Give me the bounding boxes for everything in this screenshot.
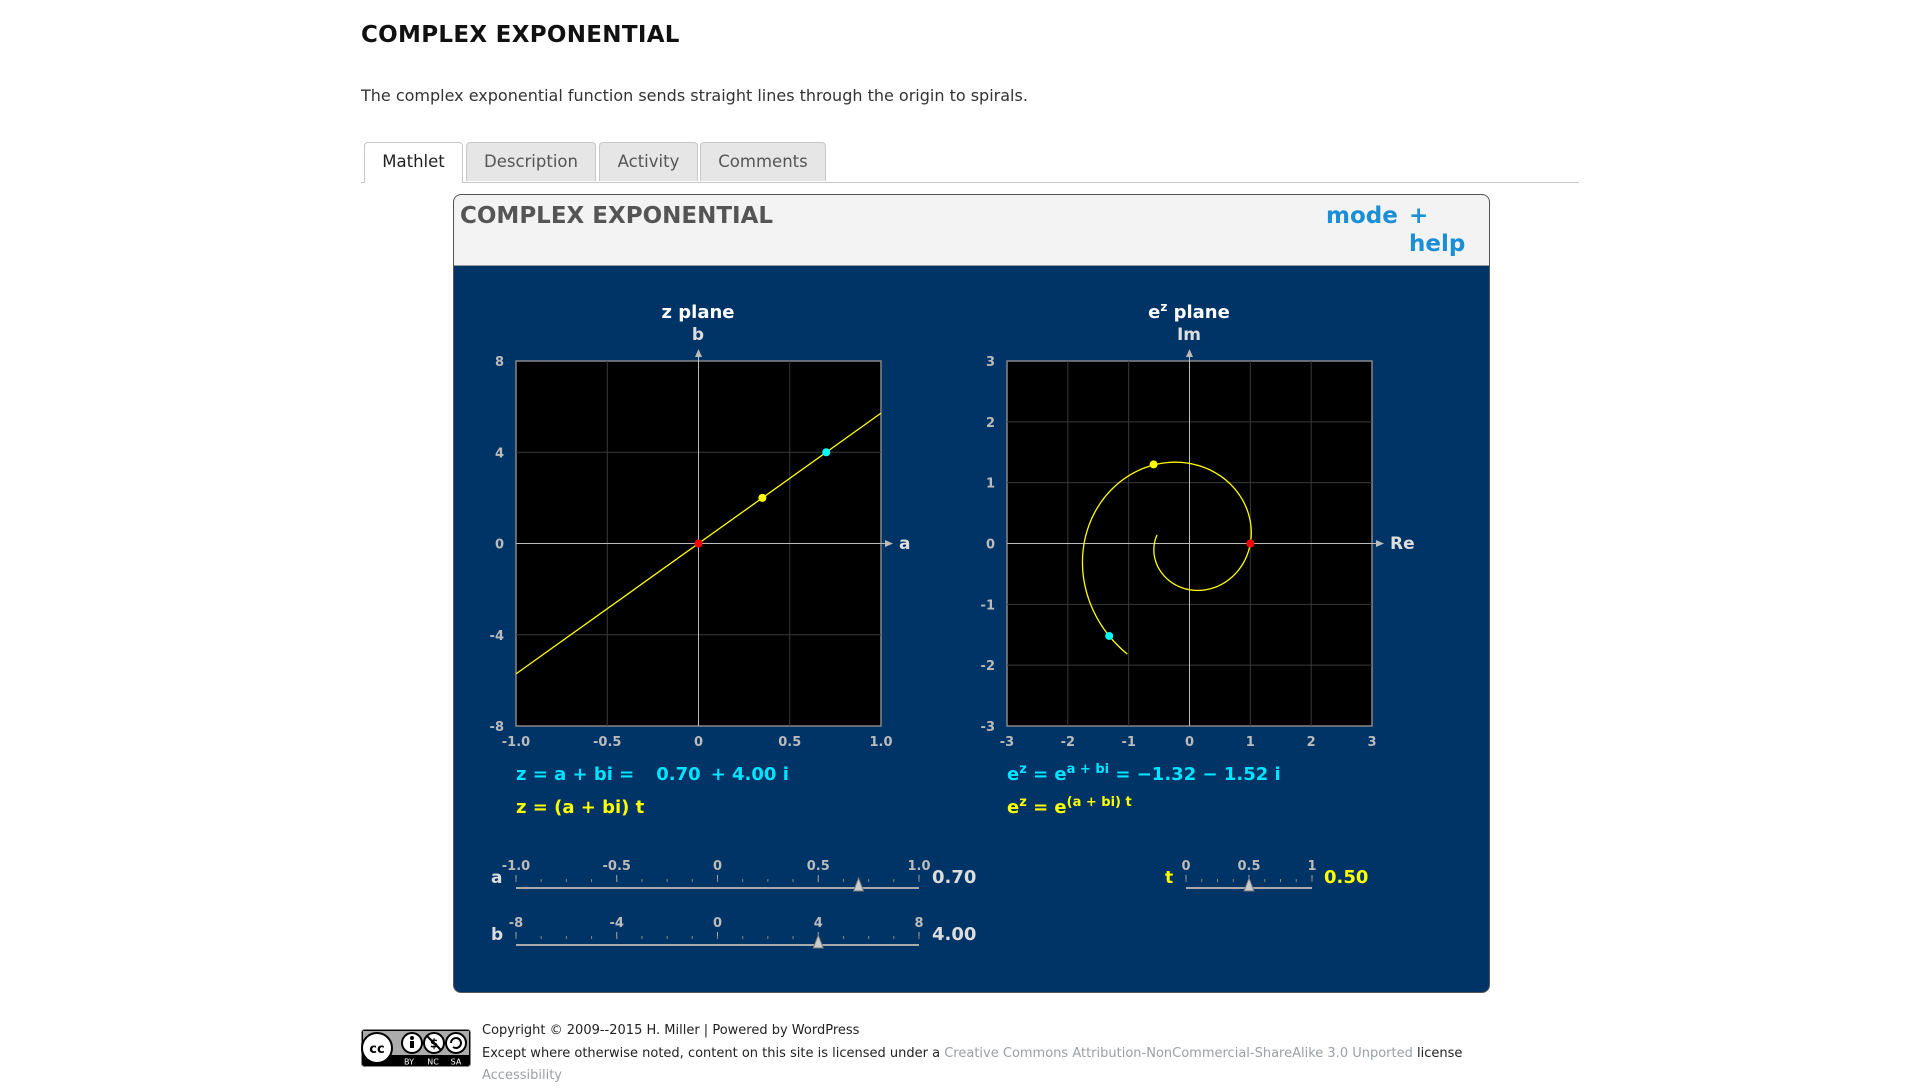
z-readout: z = a + bi = 0.70 + 4.00 i bbox=[516, 764, 789, 785]
slider-tick-label: 0.5 bbox=[1237, 859, 1260, 874]
footer: Copyright © 2009--2015 H. Miller | Power… bbox=[482, 1020, 1462, 1088]
z-plane-y-arrow-icon bbox=[695, 349, 702, 357]
slider-t-label: t bbox=[1165, 868, 1173, 888]
slider-tick-label: 1.0 bbox=[907, 859, 930, 874]
plus-button[interactable]: + bbox=[1409, 203, 1429, 229]
x-tick-label: -2 bbox=[1061, 735, 1075, 750]
y-tick-label: -8 bbox=[490, 720, 504, 735]
mathlet-applet: COMPLEX EXPONENTIAL mode + help z plane … bbox=[453, 194, 1490, 993]
z-plane-x-label: a bbox=[899, 534, 910, 554]
y-tick-label: 0 bbox=[495, 538, 504, 553]
ez-plane-point-cyan bbox=[1105, 631, 1114, 640]
x-tick-label: -1.0 bbox=[502, 735, 530, 750]
x-tick-label: 2 bbox=[1307, 735, 1316, 750]
tab-activity[interactable]: Activity bbox=[599, 142, 698, 181]
slider-a-value: 0.70 bbox=[932, 867, 976, 888]
slider-tick-label: 4 bbox=[814, 916, 823, 931]
slider-a-label: a bbox=[491, 868, 502, 888]
z-param-readout: z = (a + bi) t bbox=[516, 797, 645, 818]
ez-plane-title: ez plane bbox=[1148, 300, 1230, 323]
slider-tick-label: 0 bbox=[713, 916, 722, 931]
x-tick-label: -3 bbox=[1000, 735, 1014, 750]
slider-tick-label: -8 bbox=[509, 916, 523, 931]
license-link[interactable]: Creative Commons Attribution-NonCommerci… bbox=[944, 1045, 1413, 1061]
z-plane-title: z plane bbox=[662, 302, 735, 323]
slider-t-thumb[interactable] bbox=[1243, 876, 1255, 892]
slider-a[interactable]: a -1.0 -0.5 0 0.5 1.0 0.70 bbox=[491, 859, 976, 892]
page-title: COMPLEX EXPONENTIAL bbox=[361, 22, 680, 48]
accessibility-link[interactable]: Accessibility bbox=[482, 1068, 562, 1083]
z-plane-point-cyan[interactable] bbox=[822, 448, 831, 457]
x-tick-label: 1 bbox=[1246, 735, 1255, 750]
y-tick-label: 0 bbox=[986, 538, 995, 553]
slider-tick-label: 8 bbox=[914, 916, 923, 931]
y-tick-label: 1 bbox=[986, 477, 995, 492]
tab-bar: Mathlet Description Activity Comments bbox=[361, 142, 1579, 183]
svg-text:SA: SA bbox=[451, 1058, 462, 1067]
mathlet-title: COMPLEX EXPONENTIAL bbox=[460, 203, 774, 229]
y-tick-label: 2 bbox=[986, 416, 995, 431]
slider-b-value: 4.00 bbox=[932, 924, 976, 945]
slider-tick-label: -0.5 bbox=[603, 859, 631, 874]
tab-comments[interactable]: Comments bbox=[700, 142, 826, 181]
y-tick-label: -4 bbox=[490, 629, 504, 644]
y-tick-label: 8 bbox=[495, 355, 504, 370]
svg-text:BY: BY bbox=[404, 1058, 414, 1067]
help-button[interactable]: help bbox=[1409, 231, 1466, 257]
x-tick-label: 0 bbox=[1185, 735, 1194, 750]
x-tick-label: -0.5 bbox=[593, 735, 621, 750]
y-tick-label: 4 bbox=[495, 446, 504, 461]
x-tick-label: 0 bbox=[694, 735, 703, 750]
slider-tick-label: -4 bbox=[610, 916, 624, 931]
y-tick-label: -3 bbox=[981, 720, 995, 735]
x-tick-label: 1.0 bbox=[869, 735, 892, 750]
x-tick-label: -1 bbox=[1121, 735, 1135, 750]
slider-b-label: b bbox=[491, 925, 503, 945]
slider-tick-label: -1.0 bbox=[502, 859, 530, 874]
ez-readout: ez = ea + bi = −1.32 − 1.52 i bbox=[1007, 762, 1281, 785]
z-plane-point-yellow[interactable] bbox=[758, 493, 767, 502]
svg-text:NC: NC bbox=[427, 1058, 439, 1067]
slider-t[interactable]: t 0 0.5 1 0.50 bbox=[1165, 859, 1368, 892]
footer-copyright: Copyright © 2009--2015 H. Miller | Power… bbox=[482, 1023, 860, 1038]
slider-b[interactable]: b -8 -4 0 4 8 4.00 bbox=[491, 916, 976, 949]
z-plane-point-red[interactable] bbox=[694, 539, 703, 548]
x-tick-label: 3 bbox=[1367, 735, 1376, 750]
z-plane-tick-labels: -1.0 -0.5 0 0.5 1.0 8 4 0 -4 -8 bbox=[490, 355, 893, 750]
slider-b-ticks: -8 -4 0 4 8 bbox=[509, 916, 924, 939]
ez-plane-y-label: Im bbox=[1177, 325, 1201, 345]
ez-plane-y-arrow-icon bbox=[1186, 349, 1193, 357]
y-tick-label: -1 bbox=[981, 598, 995, 613]
tab-description[interactable]: Description bbox=[466, 142, 596, 181]
slider-a-thumb[interactable] bbox=[852, 876, 865, 892]
z-plane-y-label: b bbox=[692, 325, 704, 345]
ez-plane-x-label: Re bbox=[1390, 534, 1415, 554]
y-tick-label: 3 bbox=[986, 355, 995, 370]
slider-b-thumb[interactable] bbox=[812, 933, 824, 949]
slider-tick-label: 0 bbox=[713, 859, 722, 874]
ez-param-readout: ez = e(a + bi) t bbox=[1007, 795, 1132, 818]
tab-mathlet[interactable]: Mathlet bbox=[364, 142, 463, 183]
mode-button[interactable]: mode bbox=[1326, 203, 1398, 229]
ez-plane-tick-labels: -3 -2 -1 0 1 2 3 3 2 1 0 -1 -2 -3 bbox=[981, 355, 1377, 750]
cc-license-badge[interactable]: cc $ BY NC SA bbox=[361, 1029, 471, 1067]
x-tick-label: 0.5 bbox=[778, 735, 801, 750]
mathlet-header: COMPLEX EXPONENTIAL mode + help bbox=[454, 195, 1489, 266]
ez-plane-spiral bbox=[1081, 461, 1252, 655]
slider-tick-label: 0 bbox=[1181, 859, 1190, 874]
ez-plane-x-arrow-icon bbox=[1376, 540, 1384, 547]
y-tick-label: -2 bbox=[981, 659, 995, 674]
svg-text:cc: cc bbox=[369, 1042, 384, 1057]
slider-tick-label: 1 bbox=[1307, 859, 1316, 874]
page-lead: The complex exponential function sends s… bbox=[361, 86, 1028, 105]
mathlet-canvas: z plane b -1.0 -0.5 0 0.5 1.0 8 4 0 -4 -8 a ez pl… bbox=[490, 300, 1415, 949]
ez-plane-point-red bbox=[1246, 539, 1255, 548]
footer-license: Except where otherwise noted, content on… bbox=[482, 1045, 1463, 1061]
slider-a-ticks: -1.0 -0.5 0 0.5 1.0 bbox=[502, 859, 931, 882]
ez-plane-point-yellow bbox=[1149, 460, 1158, 469]
slider-t-value: 0.50 bbox=[1324, 867, 1368, 888]
slider-tick-label: 0.5 bbox=[807, 859, 830, 874]
z-plane-x-arrow-icon bbox=[885, 540, 893, 547]
